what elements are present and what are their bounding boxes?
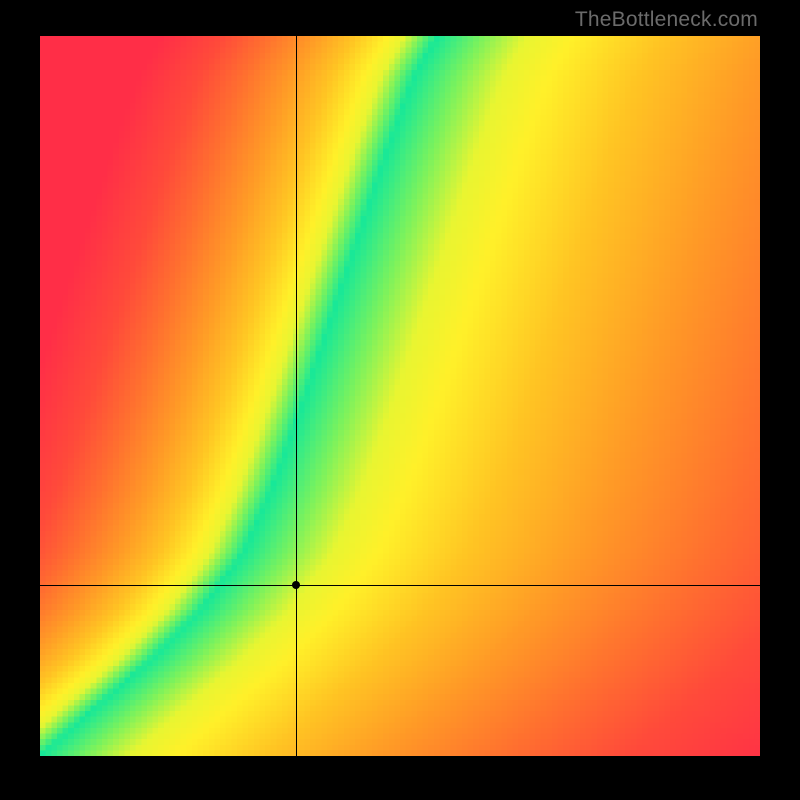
plot-area — [40, 36, 760, 756]
crosshair-horizontal — [40, 585, 760, 586]
chart-container: TheBottleneck.com — [0, 0, 800, 800]
watermark-text: TheBottleneck.com — [575, 8, 758, 32]
crosshair-vertical — [296, 36, 297, 756]
marker-dot — [292, 581, 300, 589]
heatmap-canvas — [40, 36, 760, 756]
